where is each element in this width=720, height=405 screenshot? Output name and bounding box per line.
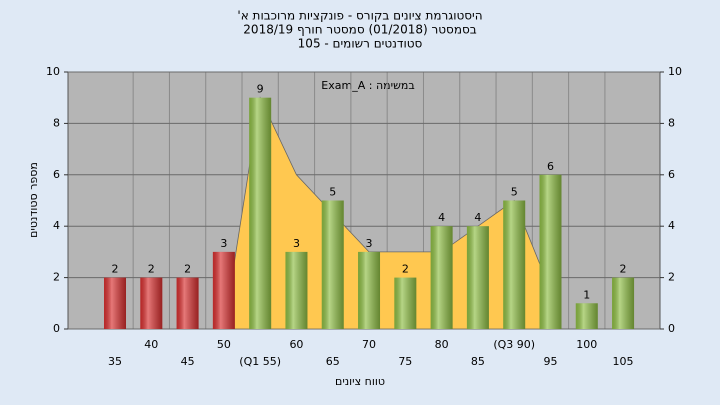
y2-tick-label: 6: [668, 168, 675, 181]
y2-tick-label: 8: [668, 116, 675, 129]
bar-shade: [466, 226, 489, 329]
value-label: 1: [583, 288, 590, 301]
y2-tick-label: 4: [668, 219, 675, 232]
x-tick-label: 65: [326, 355, 340, 368]
value-label: 6: [547, 160, 554, 173]
y-tick-label: 0: [53, 322, 60, 335]
bar-shade: [430, 226, 453, 329]
x-tick-label: 35: [108, 355, 122, 368]
y2-tick-label: 0: [668, 322, 675, 335]
value-label: 3: [293, 237, 300, 250]
annotation: במשימה : Exam_A: [321, 79, 414, 92]
y-tick-label: 4: [53, 219, 60, 232]
y2-tick-label: 10: [668, 65, 682, 78]
y2-tick-label: 2: [668, 271, 675, 284]
bar-shade: [394, 277, 417, 329]
bar-shade: [539, 174, 562, 329]
value-label: 5: [329, 186, 336, 199]
bar-shade: [212, 251, 235, 329]
x-tick-label: 105: [613, 355, 634, 368]
x-tick-label: 70: [362, 338, 376, 351]
value-label: 4: [474, 211, 481, 224]
chart-subtitle: סטודנטים רשומים - 105: [298, 37, 423, 51]
bar-shade: [503, 200, 526, 329]
x-axis-label: טווח ציונים: [335, 375, 385, 388]
x-tick-label: (Q1 55): [239, 355, 281, 368]
x-tick-label: (Q3 90): [493, 338, 535, 351]
bar-shade: [575, 303, 598, 329]
x-tick-label: 40: [144, 338, 158, 351]
value-label: 2: [402, 263, 409, 276]
bar-shade: [358, 251, 381, 329]
x-tick-label: 100: [576, 338, 597, 351]
x-tick-label: 95: [543, 355, 557, 368]
bar-shade: [321, 200, 344, 329]
chart-subtitle: בסמסטר (01/2018) סמסטר חורף 2018/19: [243, 23, 476, 37]
y-tick-label: 6: [53, 168, 60, 181]
bar-shade: [176, 277, 199, 329]
x-tick-label: 85: [471, 355, 485, 368]
bar-shade: [285, 251, 308, 329]
bar-shade: [140, 277, 163, 329]
chart-title: היסטוגרמת ציונים בקורס - פונקציות מרוכבו…: [237, 9, 482, 23]
y-tick-label: 2: [53, 271, 60, 284]
value-label: 3: [220, 237, 227, 250]
value-label: 2: [112, 263, 119, 276]
value-label: 5: [511, 186, 518, 199]
x-tick-label: 75: [398, 355, 412, 368]
y-tick-label: 8: [53, 116, 60, 129]
x-tick-label: 60: [289, 338, 303, 351]
bar-shade: [612, 277, 635, 329]
y-axis-label: מספר סטודנטים: [27, 162, 40, 238]
x-tick-label: 50: [217, 338, 231, 351]
bar-shade: [104, 277, 126, 329]
y-tick-label: 10: [46, 65, 60, 78]
value-label: 2: [620, 263, 627, 276]
bar-shade: [249, 97, 272, 329]
value-label: 3: [366, 237, 373, 250]
value-label: 9: [257, 83, 264, 96]
value-label: 2: [148, 263, 155, 276]
value-label: 2: [184, 263, 191, 276]
x-tick-label: 80: [435, 338, 449, 351]
x-tick-label: 45: [181, 355, 195, 368]
value-label: 4: [438, 211, 445, 224]
